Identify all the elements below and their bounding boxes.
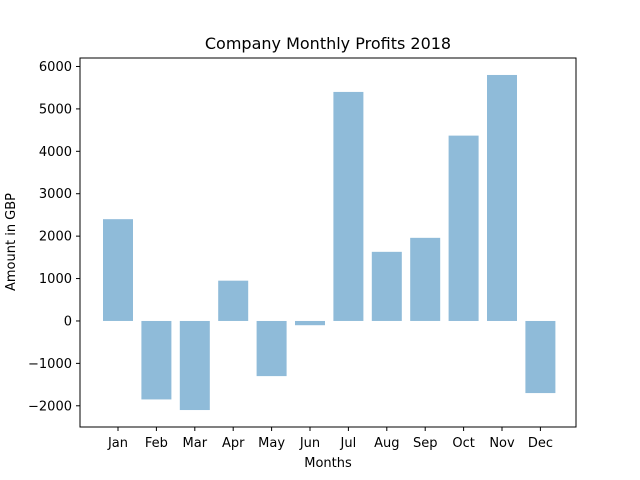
y-tick-label: 0 [64, 314, 72, 329]
y-axis-label: Amount in GBP [4, 193, 19, 291]
x-axis: Jan Feb Mar Apr May Jun Jul Aug Sep Oct Nov Dec [107, 427, 553, 451]
x-tick-label: Aug [374, 436, 399, 451]
bar-mar [179, 320, 210, 411]
y-tick-label: 1000 [39, 272, 72, 287]
x-tick-label: May [258, 436, 285, 451]
x-tick-label: Jul [340, 436, 357, 451]
x-tick-label: Sep [413, 436, 438, 451]
y-axis: 6000 5000 4000 3000 2000 1000 0 −1000 −2000 [28, 60, 80, 414]
y-tick-label: 4000 [39, 145, 72, 160]
bar-jun [295, 320, 325, 326]
y-tick-label: 5000 [39, 102, 72, 117]
bar-dec [525, 320, 556, 394]
y-tick-label: −1000 [28, 357, 72, 372]
x-tick-label: Dec [528, 436, 553, 451]
x-tick-label: Apr [222, 436, 245, 451]
x-tick-label: Jun [299, 436, 320, 451]
bar-may [256, 320, 287, 377]
x-tick-label: Feb [145, 436, 168, 451]
plot-area-frame [79, 57, 577, 428]
x-tick-label: Oct [452, 436, 474, 451]
bar-nov [487, 74, 517, 321]
x-tick-label: Nov [489, 436, 515, 451]
y-tick-label: 3000 [39, 187, 72, 202]
chart-title: Company Monthly Profits 2018 [205, 34, 451, 53]
bar-apr [218, 280, 249, 321]
bar-jan [103, 219, 133, 321]
bar-aug [371, 251, 402, 321]
y-tick-label: 6000 [39, 60, 72, 75]
y-tick-label: 2000 [39, 230, 72, 245]
bar-jul [333, 91, 364, 321]
y-tick-label: −2000 [28, 399, 72, 414]
bars-layer [103, 74, 556, 411]
bar-sep [410, 237, 441, 321]
x-tick-label: Jan [107, 436, 128, 451]
x-axis-label: Months [304, 456, 352, 471]
x-tick-label: Mar [183, 436, 208, 451]
bar-oct [448, 135, 479, 321]
bar-feb [141, 320, 172, 400]
